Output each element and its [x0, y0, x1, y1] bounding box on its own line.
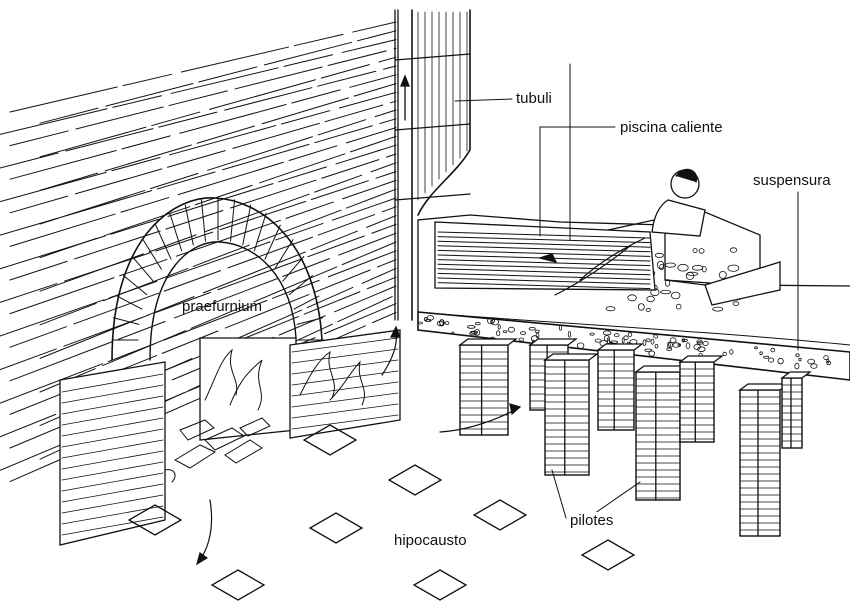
heat-flow-arrows: [196, 325, 522, 566]
praefurnium-arch: [59, 197, 401, 546]
label-hipocausto: hipocausto: [392, 532, 469, 550]
label-suspensura: suspensura: [751, 172, 833, 190]
floor-tile: [472, 499, 528, 531]
floor-tile: [302, 424, 358, 456]
floor-tile: [580, 539, 636, 571]
label-pilotes: pilotes: [568, 512, 616, 530]
label-praefurnium: praefurnium: [182, 298, 263, 315]
pilotes-group: [458, 338, 812, 537]
pila-8: [780, 371, 812, 449]
floor-tile: [308, 512, 364, 544]
floor-tile: [387, 464, 443, 496]
pila-1: [458, 338, 518, 436]
pila-5: [634, 365, 690, 501]
pila-4: [596, 343, 644, 431]
leader-lines: [454, 63, 799, 519]
tubuli-column: [394, 9, 471, 321]
floor-tile: [210, 569, 266, 601]
pila-6: [678, 355, 724, 443]
pila-3: [543, 353, 599, 476]
floor-tile: [412, 569, 468, 601]
pila-7: [738, 383, 790, 537]
fire-and-logs: [164, 348, 365, 483]
label-tubuli: tubuli: [514, 90, 554, 108]
floor-tile: [127, 504, 183, 536]
piscina-caliente-pool: [434, 168, 781, 306]
label-piscina-caliente: piscina caliente: [618, 119, 725, 137]
hipocausto-floor-tiles: [127, 424, 636, 601]
